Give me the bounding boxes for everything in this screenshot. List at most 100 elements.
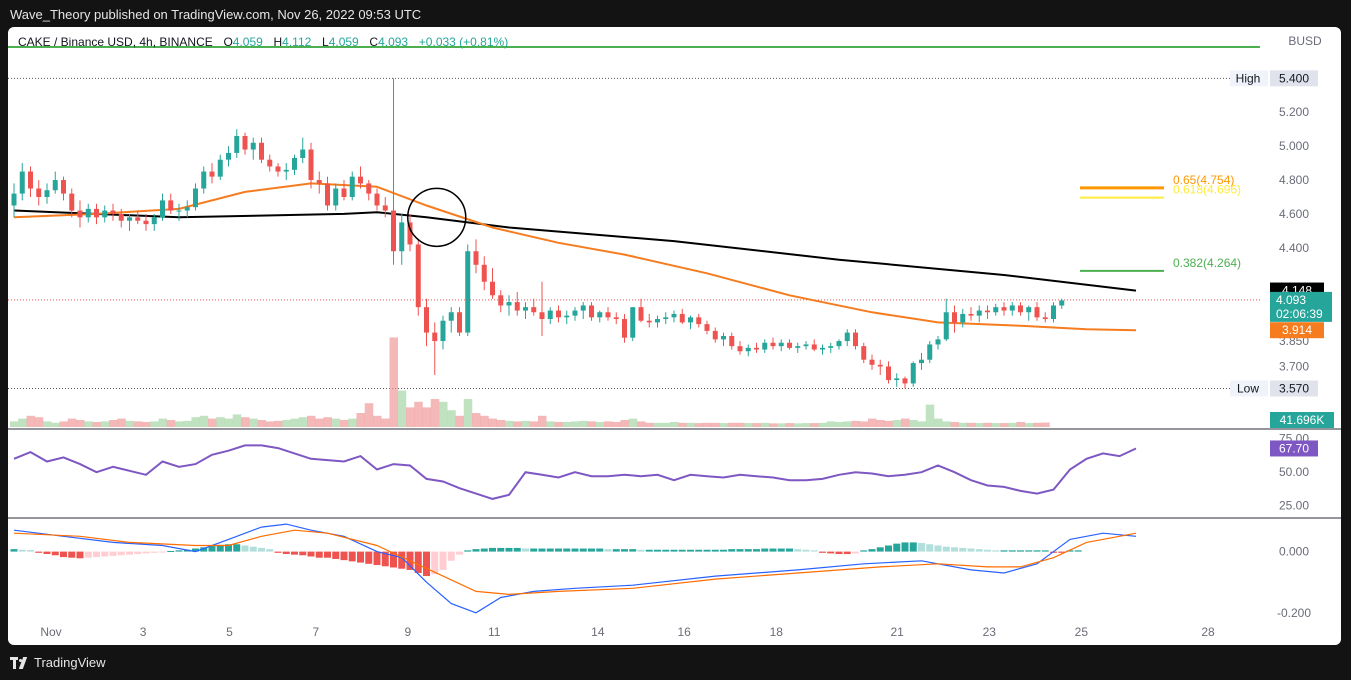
date-tick-label: 25 xyxy=(1075,625,1089,639)
macd-histogram-bar xyxy=(175,550,183,552)
volume-bar xyxy=(100,421,110,427)
candle-body xyxy=(514,302,520,311)
volume-bar xyxy=(34,417,44,427)
candle-body xyxy=(910,363,916,384)
volume-bar xyxy=(661,422,671,427)
candle-body xyxy=(168,200,174,211)
volume-bar xyxy=(942,421,951,427)
candle-body xyxy=(523,307,528,311)
macd-histogram-bar xyxy=(390,551,397,568)
volume-bar xyxy=(257,420,266,427)
rsi-tick-label: 50.00 xyxy=(1279,465,1309,479)
macd-histogram-bar xyxy=(431,551,439,575)
candle-body xyxy=(869,359,875,365)
date-tick-label: 23 xyxy=(983,625,997,639)
close-value: 4.093 xyxy=(378,35,409,49)
volume-bar xyxy=(348,418,357,427)
candle-body xyxy=(481,264,487,282)
volume-bar xyxy=(793,423,803,427)
macd-histogram-bar xyxy=(159,551,166,553)
volume-bar xyxy=(133,421,143,427)
macd-histogram-bar xyxy=(860,550,868,552)
volume-bar xyxy=(975,423,984,427)
candle-body xyxy=(1051,305,1056,320)
macd-histogram-bar xyxy=(315,551,323,558)
candle-body xyxy=(333,188,339,206)
macd-histogram-bar xyxy=(101,551,109,557)
volume-bar xyxy=(579,420,588,427)
macd-histogram-bar xyxy=(216,544,224,552)
macd-histogram-bar xyxy=(703,549,711,552)
macd-histogram-bar xyxy=(645,549,653,552)
macd-histogram-bar xyxy=(1033,550,1041,552)
candle-body xyxy=(69,193,75,211)
volume-bar xyxy=(521,420,530,427)
candle-body xyxy=(160,200,165,218)
volume-bar xyxy=(315,418,324,427)
volume-bar xyxy=(925,404,935,427)
volume-bar xyxy=(1033,422,1042,427)
macd-histogram-bar xyxy=(10,549,18,552)
volume-bar xyxy=(92,421,101,427)
volume-bar xyxy=(142,421,151,427)
volume-bar xyxy=(744,423,753,427)
candle-body xyxy=(341,188,347,197)
candle-body xyxy=(663,317,669,320)
volume-bar xyxy=(604,421,613,427)
macd-histogram-bar xyxy=(60,551,67,558)
high-value: 4.112 xyxy=(282,35,312,49)
macd-histogram-bar xyxy=(984,549,991,552)
volume-bar xyxy=(480,415,489,427)
candle-body xyxy=(85,208,91,218)
volume-bar xyxy=(711,422,720,427)
symbol-legend[interactable]: CAKE / Binance USD, 4h, BINANCE O4.059 H… xyxy=(18,35,508,49)
volume-bar xyxy=(381,418,390,427)
volume-bar xyxy=(125,420,134,427)
macd-histogram-bar xyxy=(654,549,661,552)
macd-histogram-bar xyxy=(918,543,925,552)
volume-bar xyxy=(505,420,514,427)
macd-histogram-bar xyxy=(563,548,571,552)
macd-histogram-bar xyxy=(307,551,315,557)
fib-level-label: 0.618(4.696) xyxy=(1173,183,1241,197)
macd-histogram-bar xyxy=(134,551,142,555)
tradingview-logo[interactable]: TradingView xyxy=(10,655,106,670)
macd-histogram-bar xyxy=(225,544,232,552)
candle-body xyxy=(506,302,512,306)
volume-bar xyxy=(645,422,654,427)
date-tick-label: 5 xyxy=(226,625,233,639)
chart-svg[interactable]: BUSD High 5.400 Low 3.570 5.200 5.000 4.800 4.60… xyxy=(8,27,1341,645)
volume-bar xyxy=(397,390,407,427)
macd-histogram-bar xyxy=(827,551,835,554)
volume-bar xyxy=(884,420,893,427)
candle-body xyxy=(811,344,817,350)
macd-histogram-bar xyxy=(282,551,290,555)
candle-body xyxy=(721,335,726,340)
candle-body xyxy=(861,346,867,360)
volume-bar xyxy=(587,421,596,427)
candle-body xyxy=(613,317,619,320)
macd-histogram-bar xyxy=(579,548,587,552)
macd-histogram-bar xyxy=(687,549,694,552)
volume-bar xyxy=(373,415,382,427)
open-label: O xyxy=(223,35,233,49)
volume-bar xyxy=(529,421,539,427)
candle-body xyxy=(795,346,801,348)
volume-bar xyxy=(958,422,968,427)
candle-body xyxy=(465,251,471,333)
candle-body xyxy=(424,307,429,333)
volume-bar xyxy=(595,421,605,427)
candle-body xyxy=(770,342,776,347)
low-tag-bg xyxy=(1230,380,1268,397)
symbol-name[interactable]: CAKE / Binance USD, 4h, BINANCE xyxy=(18,35,213,49)
chart-frame[interactable]: BUSD High 5.400 Low 3.570 5.200 5.000 4.800 4.60… xyxy=(8,27,1341,645)
macd-histogram-bar xyxy=(926,544,934,552)
candle-body xyxy=(118,213,124,221)
tradingview-brand: TradingView xyxy=(34,655,106,670)
candle-body xyxy=(622,319,627,338)
volume-bar xyxy=(249,418,258,427)
volume-bar xyxy=(876,420,885,427)
rsi-value-bg xyxy=(1270,440,1318,457)
ma-fast-line xyxy=(13,182,1137,332)
macd-histogram-bar xyxy=(200,547,208,552)
